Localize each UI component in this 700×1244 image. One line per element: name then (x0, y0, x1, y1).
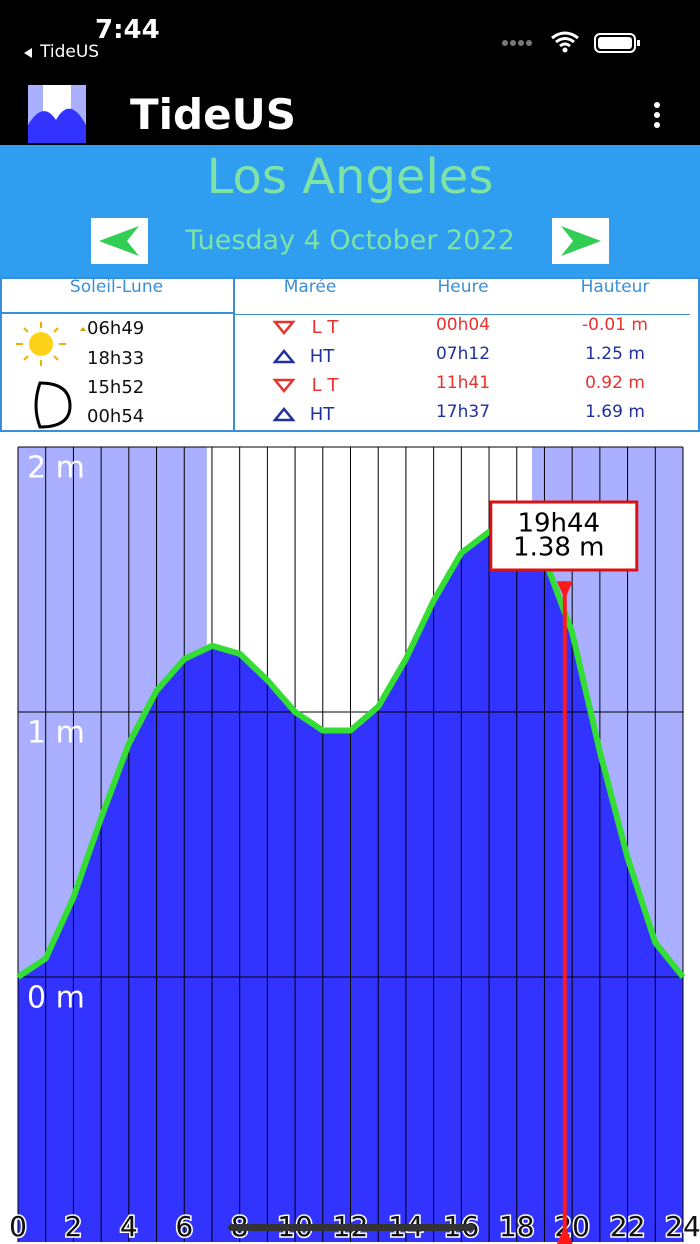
back-icon (24, 48, 32, 58)
x-tick-label: 2 (65, 1210, 83, 1243)
col-header: Heure (437, 277, 489, 297)
sun-set: 18h33 (87, 348, 145, 369)
tide-height: 1.25 m (585, 344, 645, 364)
back-app[interactable]: TideUS (40, 42, 100, 62)
menu[interactable] (650, 100, 664, 130)
tide-chart: 2 m1 m0 m02468101214161820222419h441.38 … (8, 446, 700, 1244)
tide-height: 0.92 m (585, 373, 645, 393)
col-header: Hauteur (580, 277, 650, 297)
tide-type: L T (311, 317, 339, 338)
tide-table (0, 277, 700, 432)
sun-moon-header: Soleil-Lune (69, 277, 164, 297)
date: Tuesday 4 October 2022 (185, 225, 515, 256)
tide-type: HT (309, 404, 335, 425)
sun-icon (16, 322, 66, 366)
divider (235, 314, 690, 315)
status-icons (502, 31, 640, 53)
cursor-foot (556, 1226, 573, 1244)
tide-time: 17h37 (435, 402, 491, 422)
tide-type: HT (309, 346, 335, 367)
clock: 7:44 (95, 15, 160, 45)
cursor-time: 19h44 (517, 509, 600, 539)
x-tick-label: 24 (665, 1210, 700, 1243)
home-indicator (228, 1224, 475, 1231)
moon-rise: 15h52 (87, 377, 145, 398)
y-tick-label: 1 m (27, 716, 85, 751)
prev-day[interactable] (91, 218, 148, 264)
tide-type: L T (311, 375, 339, 396)
tide-height: -0.01 m (582, 315, 648, 335)
divider (233, 277, 235, 432)
x-tick-label: 22 (610, 1210, 646, 1243)
tide-time: 11h41 (435, 373, 491, 393)
next-day[interactable] (552, 218, 609, 264)
tide-time: 00h04 (435, 315, 491, 335)
sun-rise: 06h49 (87, 318, 145, 339)
tide-icons (272, 320, 296, 422)
cursor-value: 1.38 m (513, 533, 604, 563)
rise-icon (80, 327, 86, 331)
y-tick-label: 0 m (27, 981, 85, 1016)
cursor-marker (556, 581, 573, 600)
divider (0, 312, 233, 314)
app-icon[interactable] (28, 85, 86, 143)
x-tick-label: 18 (499, 1210, 535, 1243)
app-title: TideUS (130, 90, 296, 139)
city: Los Angeles (206, 149, 494, 205)
col-header: Marée (283, 277, 337, 297)
header: Los Angeles Tuesday 4 October 2022 (0, 145, 700, 277)
x-tick-label: 6 (175, 1210, 193, 1243)
y-tick-label: 2 m (27, 451, 85, 486)
moon-set: 00h54 (87, 406, 145, 427)
moon-icon (34, 381, 72, 429)
cursor-box (489, 500, 639, 572)
top-bars (0, 0, 700, 145)
tide-height: 1.69 m (585, 402, 645, 422)
x-tick-label: 0 (9, 1210, 27, 1243)
tide-line (16, 528, 686, 980)
tide-time: 07h12 (435, 344, 491, 364)
x-tick-label: 4 (120, 1210, 138, 1243)
x-tick-label: 20 (554, 1210, 590, 1243)
